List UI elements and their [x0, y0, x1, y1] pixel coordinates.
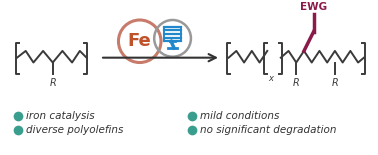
Text: Fe: Fe [128, 32, 152, 50]
Text: iron catalysis: iron catalysis [26, 111, 94, 121]
Text: EWG: EWG [300, 2, 327, 12]
Text: no significant degradation: no significant degradation [200, 125, 336, 135]
Text: mild conditions: mild conditions [200, 111, 279, 121]
Text: x: x [268, 74, 273, 83]
Text: R: R [293, 78, 300, 88]
Text: diverse polyolefins: diverse polyolefins [26, 125, 123, 135]
Text: R: R [50, 78, 56, 88]
Text: R: R [332, 78, 338, 88]
